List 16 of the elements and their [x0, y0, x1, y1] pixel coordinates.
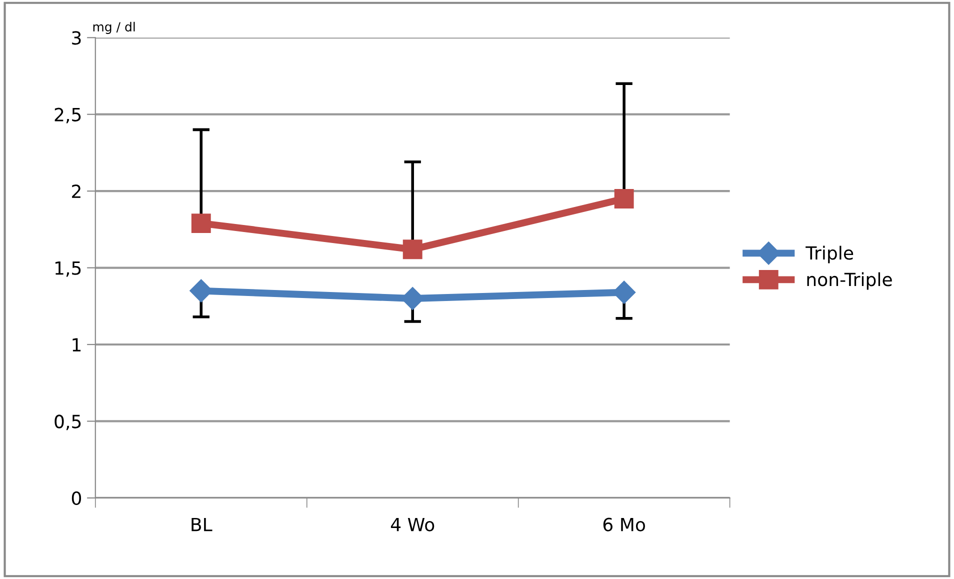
y-tick-label: 1,5 — [55, 261, 81, 277]
point — [614, 189, 634, 208]
x-tick-label: 4 Wo — [390, 518, 434, 532]
legend-label: non-Triple — [807, 272, 892, 290]
y-tick-label: 2 — [72, 184, 80, 198]
point — [402, 240, 422, 260]
y-tick-label: 0,5 — [54, 414, 81, 430]
legend-label: Triple — [806, 246, 854, 264]
y-tick-label: 2,5 — [54, 108, 81, 124]
point — [191, 214, 211, 234]
y-tick-label: 1 — [72, 338, 81, 352]
x-tick-label: BL — [192, 518, 212, 532]
y-axis-title: mg / dl — [93, 22, 135, 34]
y-tick-label: 3 — [72, 31, 81, 45]
y-tick-label: 0 — [72, 491, 82, 506]
x-tick-label: 6 Mo — [603, 518, 646, 532]
